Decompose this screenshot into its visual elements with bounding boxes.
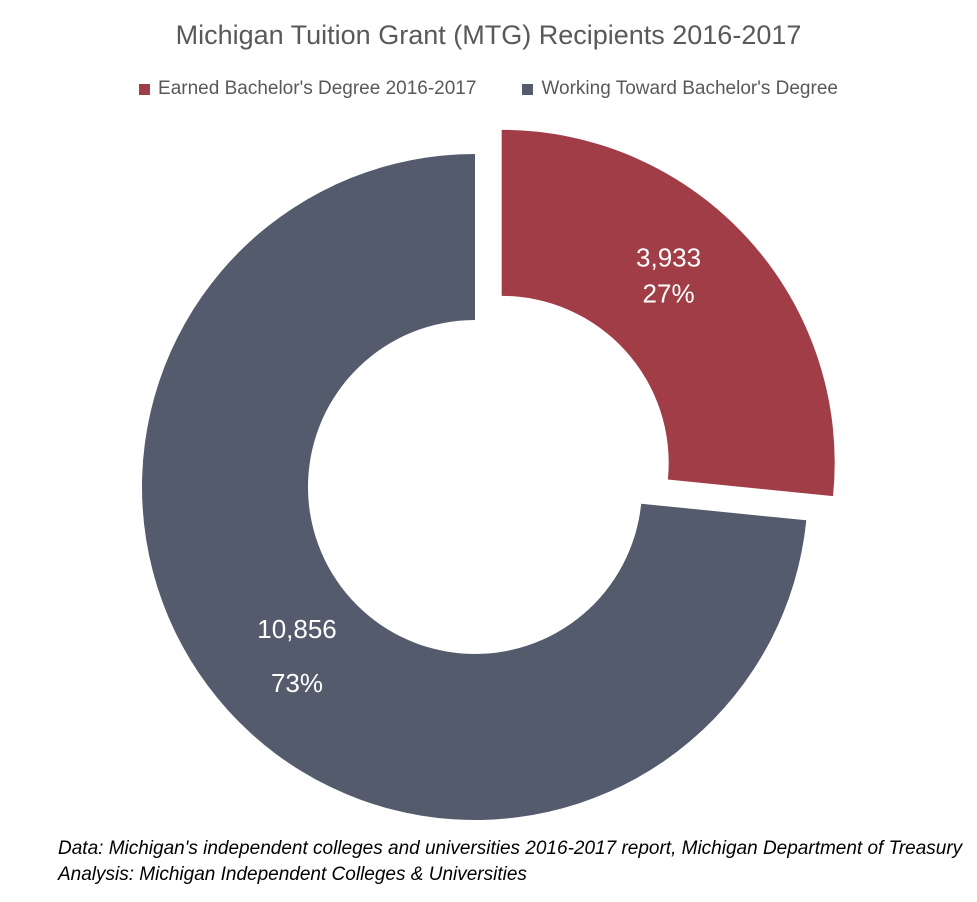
legend-item-working: Working Toward Bachelor's Degree: [522, 78, 838, 100]
donut-slice-working: [142, 154, 807, 821]
legend-label-earned: Earned Bachelor's Degree 2016-2017: [158, 78, 477, 99]
legend-swatch-working: [522, 83, 534, 95]
data-label-percent-working: 73%: [271, 668, 323, 698]
source-note: Data: Michigan's independent colleges an…: [58, 836, 962, 888]
data-label-percent-earned: 27%: [643, 279, 695, 309]
chart-title: Michigan Tuition Grant (MTG) Recipients …: [175, 20, 802, 50]
source-note-analysis-line: Analysis: Michigan Independent Colleges …: [58, 864, 527, 885]
chart-legend: Earned Bachelor's Degree 2016-2017 Worki…: [0, 78, 977, 100]
data-label-value-working: 10,856: [257, 614, 337, 644]
source-note-data-line: Data: Michigan's independent colleges an…: [58, 838, 963, 859]
legend-swatch-earned: [139, 83, 151, 95]
legend-item-earned: Earned Bachelor's Degree 2016-2017: [139, 78, 476, 100]
legend-label-working: Working Toward Bachelor's Degree: [541, 78, 838, 99]
donut-slice-earned: [501, 129, 835, 497]
data-label-value-earned: 3,933: [636, 243, 701, 273]
